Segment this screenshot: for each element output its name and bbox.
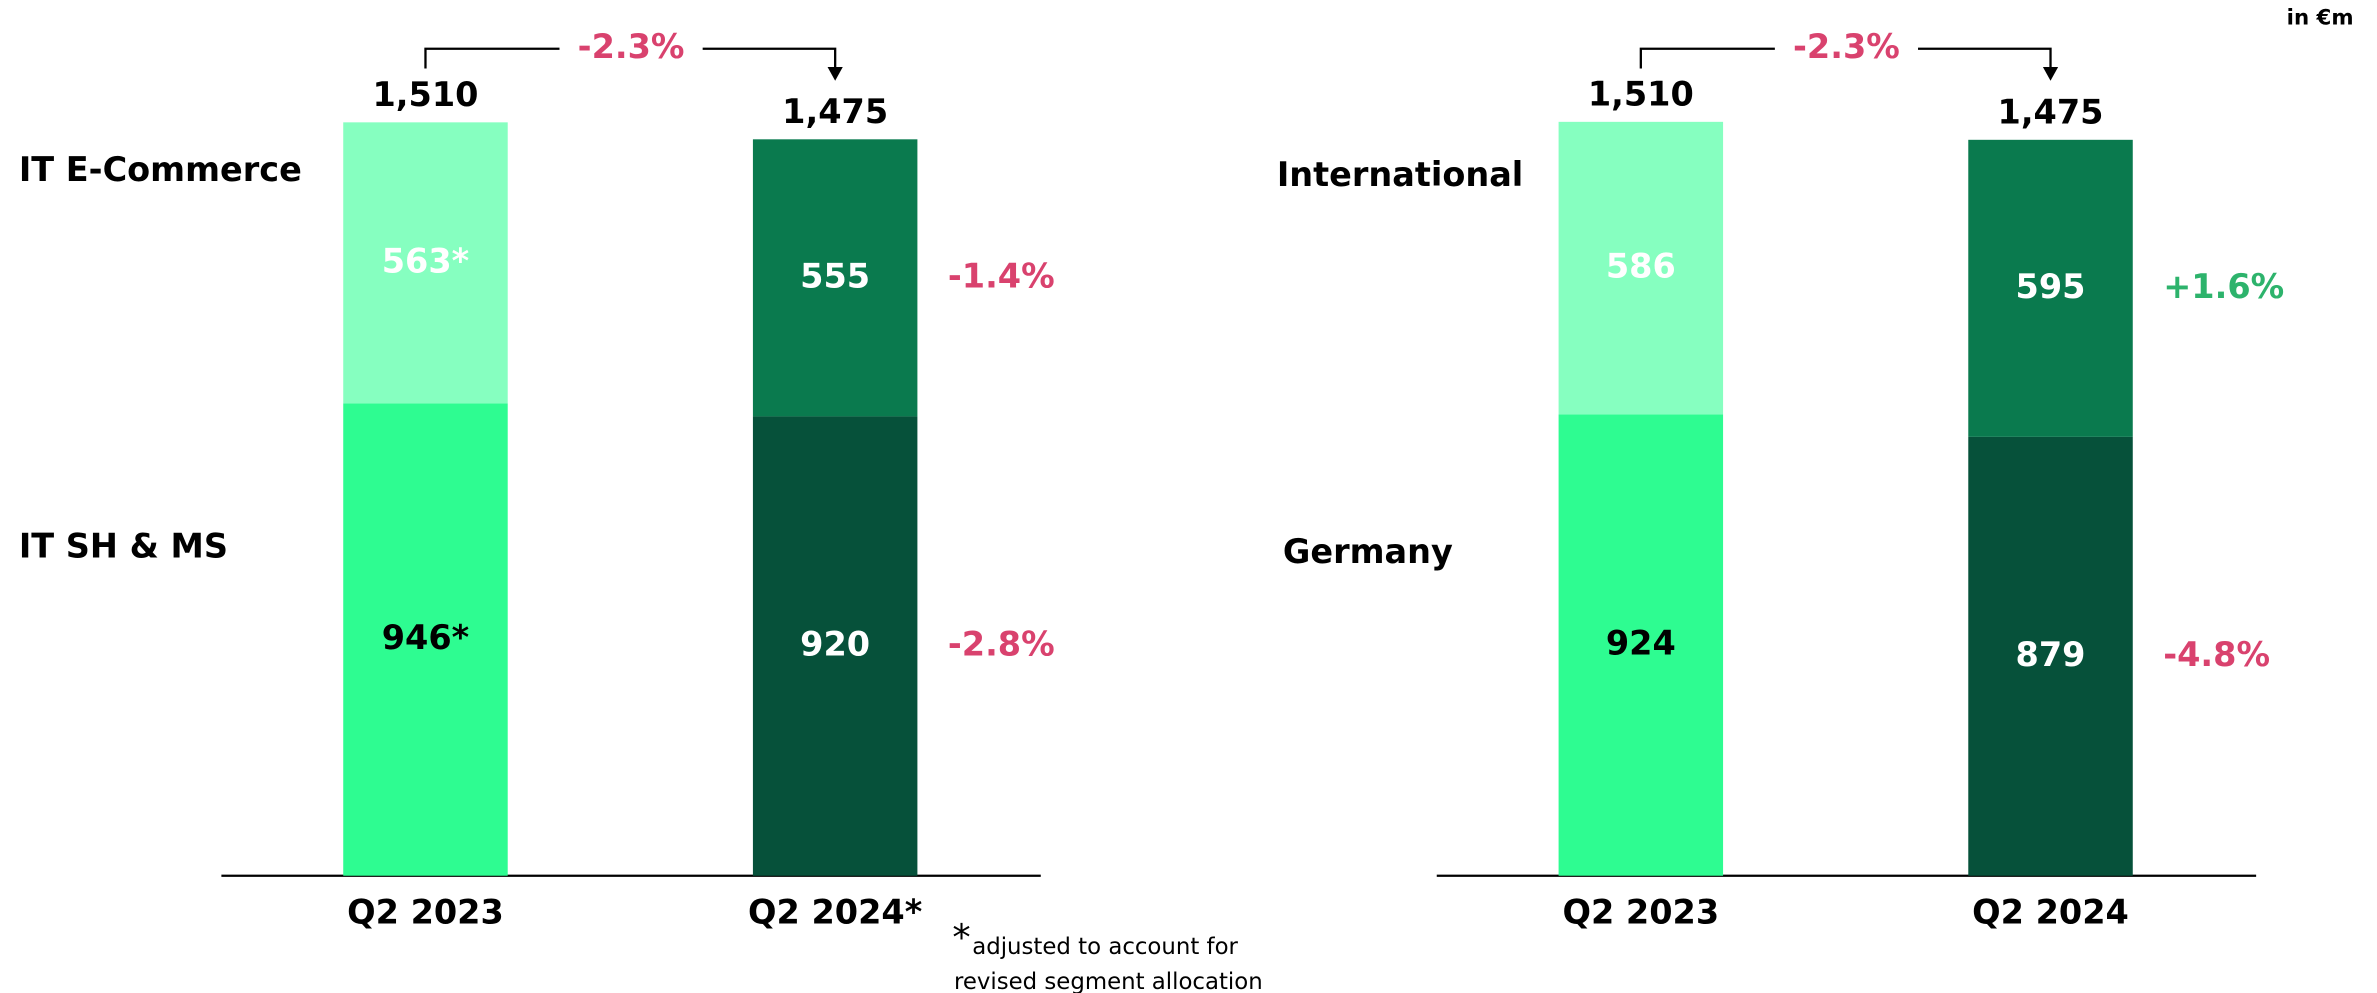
value-label: 595 — [2016, 267, 2086, 306]
bar-segment — [752, 416, 918, 876]
bar-segment — [1558, 414, 1724, 876]
change-label: +1.6% — [2163, 267, 2284, 306]
series-label: International — [1277, 155, 1523, 194]
bar-segment — [752, 139, 918, 417]
total-label: 1,475 — [782, 92, 888, 131]
footnote-mark: * — [952, 916, 970, 959]
footnote: adjusted to account for — [972, 934, 1238, 960]
value-label: 946* — [382, 618, 469, 657]
x-tick-label: Q2 2023 — [347, 892, 504, 931]
value-label: 920 — [800, 625, 870, 664]
total-label: 1,475 — [1998, 92, 2104, 131]
total-change-label: -2.3% — [1793, 27, 1900, 66]
series-label: IT E-Commerce — [19, 150, 302, 189]
value-label: 555 — [800, 256, 870, 295]
arrow-head — [827, 67, 843, 81]
bar-segment — [343, 403, 508, 876]
change-arrow — [1639, 47, 2052, 71]
footnote: revised segment allocation — [954, 969, 1263, 993]
x-tick-label: Q2 2024* — [748, 892, 922, 931]
series-label: IT SH & MS — [19, 527, 228, 566]
bar-segment — [1968, 139, 2133, 437]
change-label: -2.8% — [948, 625, 1055, 664]
arrow-head — [2042, 67, 2059, 81]
unit-note: in €m — [2287, 5, 2354, 30]
total-label: 1,510 — [372, 75, 478, 114]
change-arrow — [424, 47, 837, 71]
value-label: 879 — [2016, 635, 2086, 674]
bar-segment — [1558, 121, 1724, 415]
x-tick-label: Q2 2023 — [1562, 892, 1719, 931]
change-label: -1.4% — [948, 256, 1055, 295]
x-tick-label: Q2 2024 — [1972, 892, 2129, 931]
change-label: -4.8% — [2163, 635, 2270, 674]
bar-segment — [343, 122, 508, 404]
bar-segment — [1968, 436, 2133, 876]
value-label: 924 — [1606, 624, 1676, 663]
value-label: 563* — [382, 241, 469, 280]
total-label: 1,510 — [1588, 74, 1694, 113]
total-change-label: -2.3% — [578, 27, 685, 66]
value-label: 586 — [1606, 247, 1676, 286]
series-label: Germany — [1283, 532, 1453, 571]
